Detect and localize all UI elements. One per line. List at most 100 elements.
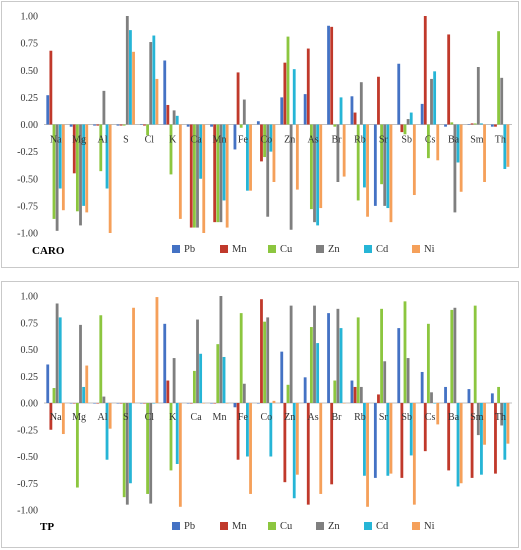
legend-label-mn: Mn: [232, 244, 247, 255]
y-tick-label: -0.75: [17, 479, 38, 490]
bar-cd-cl: [152, 35, 156, 125]
bar-mn-sr: [377, 394, 380, 403]
y-tick-label: 1.00: [21, 12, 39, 23]
bar-zn-k: [172, 110, 176, 125]
bar-pb-k: [163, 60, 167, 125]
category-label: Mg: [72, 412, 86, 423]
bar-mn-s: [119, 403, 123, 404]
category-label: Sm: [470, 135, 484, 146]
bar-ni-as: [319, 124, 323, 209]
y-tick-label: -0.75: [17, 201, 38, 212]
bar-cd-mn: [222, 124, 226, 201]
bar-ni-s: [132, 51, 135, 125]
category-label: Th: [495, 412, 506, 423]
bar-zn-ca: [196, 319, 199, 403]
bar-cd-k: [175, 403, 179, 464]
bar-cu-cs: [426, 124, 430, 159]
bar-zn-mn: [219, 296, 223, 403]
bar-pb-mn: [210, 403, 213, 404]
y-tick-label: 0.00: [21, 120, 39, 131]
bar-ni-fe: [249, 124, 252, 191]
bar-cu-mg: [75, 124, 79, 212]
bar-zn-s: [125, 403, 129, 505]
bar-zn-rb: [359, 386, 363, 403]
bar-pb-sb: [397, 63, 401, 125]
bar-zn-br: [336, 124, 340, 182]
bar-zn-rb: [359, 82, 363, 125]
bar-ni-fe: [249, 403, 252, 494]
bar-mn-na: [49, 50, 53, 125]
category-label: Br: [332, 135, 343, 146]
bar-cu-na: [52, 388, 56, 403]
y-tick-label: 0.75: [21, 318, 39, 329]
bar-zn-sm: [476, 403, 480, 436]
bar-pb-th: [490, 393, 494, 403]
category-label: Na: [50, 135, 62, 146]
bar-pb-al: [93, 403, 96, 404]
bar-cd-sm: [480, 123, 483, 125]
bar-cu-cl: [146, 403, 149, 494]
bar-cu-mg: [75, 403, 79, 488]
bar-ni-th: [506, 124, 510, 167]
bar-zn-al: [102, 90, 106, 125]
bar-zn-th: [500, 403, 504, 426]
bar-mn-k: [166, 380, 170, 403]
y-tick-label: 0.25: [21, 372, 39, 383]
bar-zn-al: [102, 396, 106, 403]
bar-cd-fe: [246, 124, 249, 191]
category-label: Ca: [191, 412, 203, 423]
bar-zn-zn: [289, 305, 293, 403]
legend-swatch-ni: [412, 245, 420, 253]
legend-label-cd: Cd: [376, 521, 389, 532]
panel-title: TP: [40, 521, 54, 533]
category-label: Mn: [213, 412, 227, 423]
bar-mn-k: [166, 104, 170, 125]
bar-mn-ba: [447, 403, 451, 471]
bar-cd-al: [105, 403, 109, 460]
bar-cu-ca: [192, 124, 196, 228]
bar-cd-s: [129, 403, 132, 484]
bar-zn-ba: [453, 124, 457, 213]
bar-cd-sm: [480, 403, 483, 475]
bar-zn-cl: [149, 403, 153, 504]
bar-cd-as: [316, 124, 320, 226]
bar-ni-co: [272, 124, 276, 182]
category-label: Sb: [401, 135, 412, 146]
category-label: Th: [495, 135, 506, 146]
bar-pb-s: [116, 403, 120, 404]
bar-cu-cs: [426, 323, 430, 403]
bar-mn-cl: [143, 124, 146, 126]
bar-cd-k: [175, 115, 179, 125]
legend-swatch-pb: [172, 522, 180, 530]
bar-pb-mg: [69, 403, 73, 404]
bar-mn-br: [330, 403, 334, 485]
bar-zn-na: [55, 124, 59, 231]
bar-ni-cl: [155, 78, 159, 125]
bar-cd-co: [269, 124, 273, 152]
bar-ni-br: [342, 124, 346, 177]
legend-label-zn: Zn: [328, 244, 340, 255]
bar-ni-cs: [436, 403, 440, 425]
category-label: Al: [98, 135, 108, 146]
bar-ni-cs: [436, 124, 440, 161]
bar-ni-sb: [412, 124, 416, 196]
legend-swatch-pb: [172, 245, 180, 253]
category-label: Fe: [238, 135, 249, 146]
bar-pb-zn: [280, 97, 284, 125]
bar-ni-mn: [225, 124, 229, 228]
bar-zn-sr: [383, 124, 387, 206]
bar-mn-zn: [283, 403, 287, 483]
bar-cu-sm: [473, 123, 477, 125]
bar-mn-co: [260, 124, 263, 162]
category-label: Mn: [213, 135, 227, 146]
bar-pb-s: [116, 124, 120, 126]
legend-label-pb: Pb: [184, 244, 195, 255]
bar-ni-na: [61, 124, 65, 211]
bar-pb-co: [256, 403, 260, 404]
bar-ni-sm: [483, 124, 486, 182]
bar-cd-na: [58, 124, 62, 189]
bar-cu-rb: [356, 124, 360, 201]
bar-pb-sr: [373, 124, 377, 206]
bar-ni-co: [272, 400, 276, 403]
bar-cd-th: [503, 124, 507, 169]
